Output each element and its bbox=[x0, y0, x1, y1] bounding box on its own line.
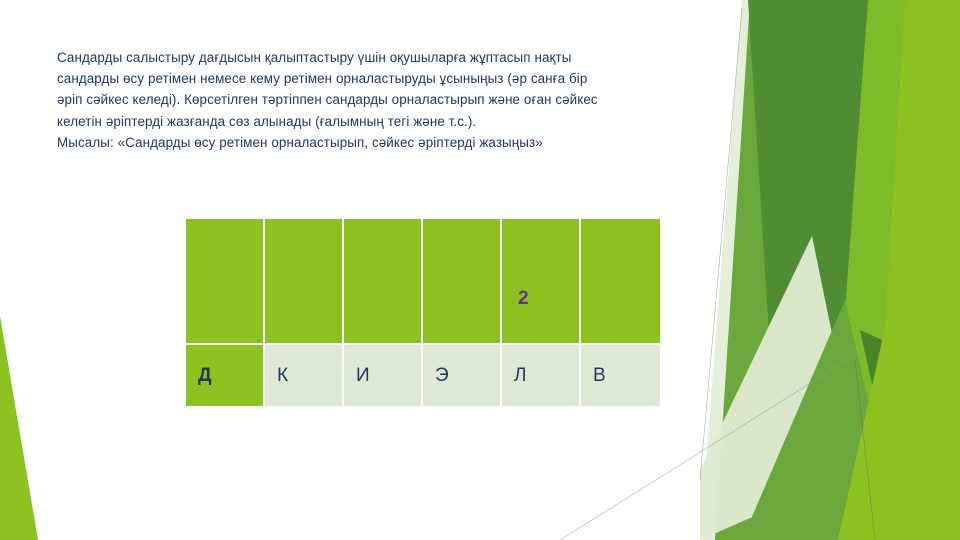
number-cell-5[interactable]: 2 bbox=[502, 219, 581, 345]
letter-cell-4[interactable]: Э bbox=[423, 345, 502, 406]
instruction-line-4: келетін әріптерді жазғанда сөз алынады (… bbox=[57, 113, 477, 129]
instruction-line-3: әріп сәйкес келеді). Көрсетілген тәртіпп… bbox=[57, 92, 598, 108]
letter-cell-4-value: Э bbox=[435, 364, 449, 386]
letter-cell-6[interactable]: В bbox=[581, 345, 660, 406]
instruction-line-1: Сандарды салыстыру дағдысын қалыптастыру… bbox=[57, 50, 572, 65]
letter-cell-5[interactable]: Л bbox=[502, 345, 581, 406]
letter-cell-3-value: И bbox=[356, 364, 370, 386]
letter-cell-2-value: К bbox=[277, 364, 289, 386]
number-cell-1-value bbox=[186, 253, 263, 309]
letter-cell-6-value: В bbox=[593, 364, 606, 386]
instruction-line-2: сандарды өсу ретімен немесе кему ретімен… bbox=[57, 71, 588, 87]
letter-cell-1[interactable]: Д bbox=[186, 345, 265, 406]
answer-table: 2 Д К И Э Л В bbox=[186, 219, 660, 406]
number-cell-5-value: 2 bbox=[518, 288, 529, 309]
letter-cell-3[interactable]: И bbox=[344, 345, 423, 406]
number-cell-3-value bbox=[344, 253, 421, 309]
number-cell-6-value bbox=[581, 253, 660, 309]
letter-cell-2[interactable]: К bbox=[265, 345, 344, 406]
number-cell-4[interactable] bbox=[423, 219, 502, 345]
example-line: Мысалы: «Сандарды өсу ретімен орналастыр… bbox=[57, 134, 543, 150]
letter-cell-5-value: Л bbox=[514, 364, 527, 386]
number-cell-6[interactable] bbox=[581, 219, 660, 345]
instruction-text: Сандарды салыстыру дағдысын қалыптастыру… bbox=[57, 47, 722, 153]
number-cell-1[interactable] bbox=[186, 219, 265, 345]
number-cell-3[interactable] bbox=[344, 219, 423, 345]
number-cell-2-value bbox=[265, 253, 342, 309]
number-cell-4-value bbox=[423, 253, 500, 309]
table-row-numbers: 2 bbox=[186, 219, 660, 345]
table-row-letters: Д К И Э Л В bbox=[186, 345, 660, 406]
number-cell-2[interactable] bbox=[265, 219, 344, 345]
letter-cell-1-value: Д bbox=[198, 364, 212, 386]
